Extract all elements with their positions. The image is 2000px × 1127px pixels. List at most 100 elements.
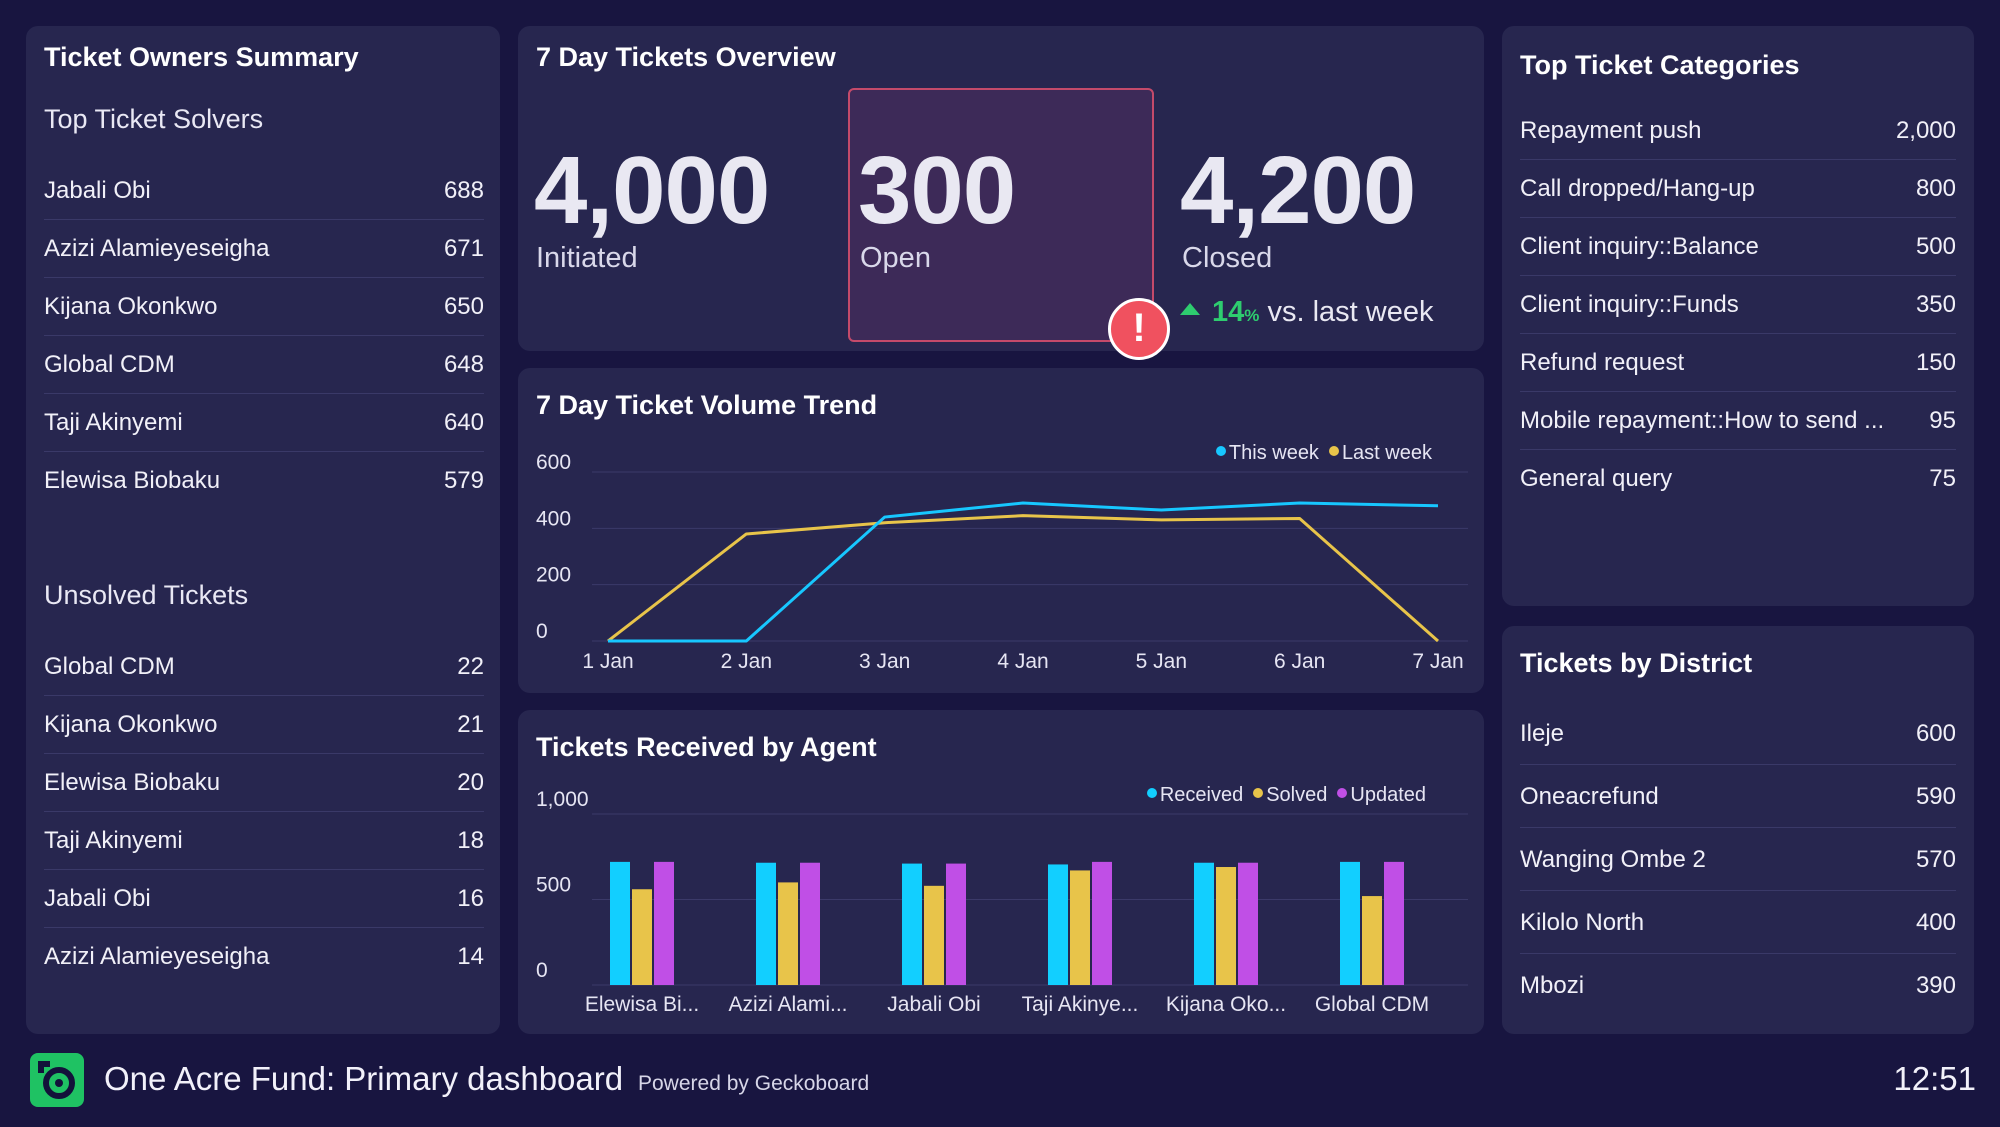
open-label: Open — [860, 242, 931, 274]
legend-dot-icon — [1146, 788, 1157, 798]
y-tick-label: 0 — [536, 959, 548, 982]
bar — [1216, 867, 1236, 985]
list-item-label: Elewisa Biobaku — [44, 769, 221, 796]
list-item: Azizi Alamieyeseigha 671 — [44, 220, 484, 278]
list-item-label: General query — [1520, 465, 1673, 492]
volume-panel: 7 Day Ticket Volume Trend This week Last … — [518, 368, 1484, 693]
list-item: Call dropped/Hang-up 800 — [1520, 160, 1956, 218]
bar — [778, 882, 798, 985]
list-item: Taji Akinyemi 18 — [44, 812, 484, 870]
legend-item: Last week — [1328, 442, 1432, 464]
x-tick-label: Taji Akinye... — [1022, 993, 1139, 1016]
legend-label: This week — [1228, 442, 1319, 464]
list-item-label: Azizi Alamieyeseigha — [44, 235, 270, 262]
legend-dot-icon — [1215, 446, 1226, 456]
list-item: Elewisa Biobaku 579 — [44, 452, 484, 510]
x-tick-label: 1 Jan — [582, 650, 633, 673]
list-item-label: Refund request — [1520, 349, 1685, 376]
x-tick-label: 7 Jan — [1412, 650, 1463, 673]
list-item-value: 671 — [443, 235, 484, 262]
y-tick-label: 1,000 — [536, 788, 589, 811]
bar — [924, 885, 944, 985]
list-item-label: Client inquiry::Funds — [1520, 291, 1739, 318]
list-item: Client inquiry::Balance 500 — [1520, 218, 1956, 276]
list-item-value: 20 — [457, 769, 484, 796]
bar — [1070, 870, 1090, 985]
bar — [610, 861, 630, 985]
list-item-label: Mbozi — [1520, 972, 1585, 999]
list-item-value: 14 — [457, 943, 484, 970]
bar — [1340, 861, 1360, 985]
list-item-label: Repayment push — [1520, 117, 1702, 144]
trend-percent: 14% — [1212, 296, 1260, 328]
list-item: Kijana Okonkwo 21 — [44, 696, 484, 754]
list-item: Repayment push 2,000 — [1520, 102, 1956, 160]
list-item-value: 648 — [443, 351, 484, 378]
legend-label: Last week — [1341, 442, 1432, 464]
list-item: Azizi Alamieyeseigha 14 — [44, 928, 484, 986]
district-panel: Tickets by District Ileje 600 Oneacrefund 5… — [1502, 626, 1974, 1034]
agent-legend: Received Solved Updated — [1137, 784, 1426, 807]
agent-panel: Tickets Received by Agent Received Solved… — [518, 710, 1484, 1034]
unsolved-list: Global CDM 22 Kijana Okonkwo 21 Elewisa Biob… — [44, 638, 484, 998]
list-item-label: Elewisa Biobaku — [44, 467, 221, 494]
list-item-value: 688 — [443, 177, 484, 204]
list-item-label: Call dropped/Hang-up — [1520, 175, 1755, 202]
list-item-label: Jabali Obi — [44, 177, 151, 204]
list-item-label: Taji Akinyemi — [44, 827, 183, 854]
closed-value: 4,200 — [1180, 137, 1416, 244]
x-tick-label: 6 Jan — [1274, 650, 1325, 673]
legend-item: Received — [1146, 784, 1243, 806]
y-tick-label: 500 — [536, 874, 571, 897]
list-item: Mobile repayment::How to send ... 95 — [1520, 392, 1956, 450]
list-item-value: 95 — [1929, 407, 1956, 434]
overview-title: 7 Day Tickets Overview — [536, 42, 836, 72]
closed-label: Closed — [1182, 242, 1273, 274]
list-item-label: Client inquiry::Balance — [1520, 233, 1759, 260]
legend-item: Updated — [1337, 784, 1426, 806]
bar — [1384, 861, 1404, 985]
bar — [654, 861, 674, 985]
list-item-label: Ileje — [1520, 720, 1565, 747]
list-item: Oneacrefund 590 — [1520, 765, 1956, 828]
clock-time: 12:51 — [1893, 1060, 1976, 1097]
list-item-label: Kilolo North — [1520, 909, 1645, 936]
bar — [800, 862, 820, 985]
volume-legend: This week Last week — [1206, 442, 1432, 465]
categories-title: Top Ticket Categories — [1520, 50, 1800, 80]
list-item: Kijana Okonkwo 650 — [44, 278, 484, 336]
trend-text: vs. last week — [1267, 296, 1434, 328]
list-item: Taji Akinyemi 640 — [44, 394, 484, 452]
legend-dot-icon — [1337, 788, 1348, 798]
bar — [1048, 864, 1068, 985]
y-tick-label: 200 — [536, 564, 571, 587]
list-item-value: 150 — [1915, 349, 1956, 376]
bar — [1092, 861, 1112, 985]
list-item: General query 75 — [1520, 450, 1956, 508]
list-item: Jabali Obi 16 — [44, 870, 484, 928]
list-item: Global CDM 648 — [44, 336, 484, 394]
trend-indicator: 14% vs. last week — [1180, 296, 1433, 329]
up-arrow-icon — [1180, 303, 1200, 315]
owners-panel: Ticket Owners Summary Top Ticket Solvers… — [26, 26, 500, 1034]
alert-icon[interactable]: ! — [1108, 298, 1170, 360]
series-line — [608, 501, 1439, 643]
legend-label: Solved — [1266, 784, 1328, 806]
open-highlight-box — [848, 88, 1154, 342]
solvers-title: Top Ticket Solvers — [44, 104, 264, 134]
y-tick-label: 400 — [536, 507, 571, 530]
list-item-value: 500 — [1915, 233, 1956, 260]
list-item: Refund request 150 — [1520, 334, 1956, 392]
x-tick-label: 2 Jan — [721, 650, 772, 673]
list-item: Wanging Ombe 2 570 — [1520, 828, 1956, 891]
initiated-value: 4,000 — [534, 137, 770, 244]
bar — [902, 863, 922, 985]
bar — [632, 889, 652, 985]
list-item: Jabali Obi 688 — [44, 162, 484, 220]
powered-by-text: Powered by Geckoboard — [638, 1072, 870, 1095]
agent-title: Tickets Received by Agent — [536, 732, 877, 762]
list-item-value: 350 — [1915, 291, 1956, 318]
bar — [1362, 896, 1382, 985]
bar — [946, 863, 966, 985]
list-item-value: 18 — [457, 827, 484, 854]
